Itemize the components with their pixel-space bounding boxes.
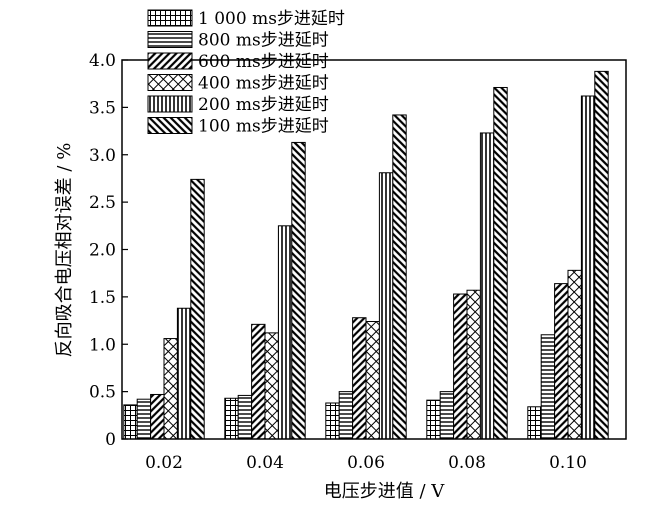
- legend-swatch: [147, 31, 193, 48]
- bar: [123, 404, 138, 440]
- y-tick-label: 2.0: [89, 241, 116, 261]
- legend-swatch: [147, 117, 193, 134]
- x-axis-title: 电压步进值 / V: [324, 481, 446, 502]
- bar: [479, 132, 495, 440]
- x-tick-label: 0.10: [549, 453, 587, 473]
- axes-layer: 0 0.5 1.0 1.5 2.0 2.5 3.0 3.5 4.0 0.02 0.04 0.06 0.0…: [89, 51, 627, 473]
- bar: [251, 323, 266, 440]
- y-tick-label: 3.5: [89, 98, 116, 118]
- legend-label: 400 ms步进延时: [198, 74, 329, 94]
- bar: [190, 178, 205, 440]
- bar: [338, 391, 354, 440]
- bar: [365, 321, 380, 440]
- y-tick-label: 1.5: [89, 288, 116, 308]
- bar: [439, 391, 455, 440]
- legend-label: 200 ms步进延时: [198, 95, 329, 115]
- bar: [567, 269, 582, 440]
- legend-swatch: [147, 74, 193, 91]
- bar: [378, 172, 394, 440]
- y-axis-title: 反向吸合电压相对误差 / %: [54, 143, 75, 358]
- bar: [426, 399, 441, 440]
- legend-label: 800 ms步进延时: [198, 31, 329, 51]
- bar: [325, 402, 340, 440]
- y-tick-label: 2.5: [89, 193, 116, 213]
- bar: [136, 398, 152, 440]
- y-tick-label: 4.0: [89, 51, 116, 71]
- bar: [540, 334, 556, 440]
- bar: [277, 225, 293, 440]
- bar: [580, 95, 596, 440]
- bar: [150, 393, 165, 440]
- x-tick-label: 0.04: [246, 453, 284, 473]
- bar: [453, 293, 468, 440]
- bar: [352, 317, 367, 440]
- bar: [554, 283, 569, 440]
- legend-swatch: [147, 95, 193, 113]
- legend-label: 1 000 ms步进延时: [198, 9, 345, 29]
- x-tick-label: 0.06: [347, 453, 385, 473]
- bar: [594, 70, 609, 440]
- bar: [264, 332, 279, 440]
- bar: [392, 114, 407, 440]
- bar: [176, 307, 192, 440]
- y-tick-label: 0: [105, 430, 116, 450]
- bar: [163, 338, 178, 440]
- legend-swatch: [147, 52, 193, 70]
- x-tick-label: 0.02: [145, 453, 183, 473]
- legend-label: 600 ms步进延时: [198, 52, 329, 72]
- bar: [291, 141, 306, 440]
- bars-layer: [123, 70, 609, 440]
- y-tick-label: 3.0: [89, 146, 116, 166]
- bar: [237, 394, 253, 440]
- bar: [493, 86, 508, 440]
- legend-label: 100 ms步进延时: [198, 117, 329, 137]
- bar: [527, 406, 542, 440]
- x-tick-label: 0.08: [448, 453, 486, 473]
- y-tick-label: 0.5: [89, 383, 116, 403]
- bar: [466, 289, 481, 440]
- bar: [224, 397, 239, 440]
- legend-swatch: [147, 9, 193, 27]
- y-tick-label: 1.0: [89, 335, 116, 355]
